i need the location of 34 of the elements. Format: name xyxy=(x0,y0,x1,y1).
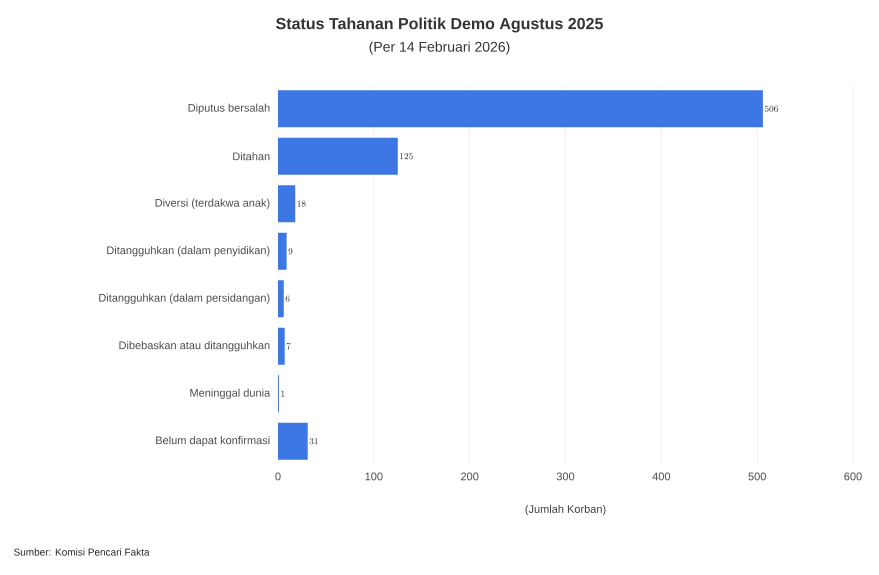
bar xyxy=(278,328,285,365)
bar xyxy=(278,138,398,175)
y-tick-label: Meninggal dunia xyxy=(190,388,270,399)
bar xyxy=(278,232,287,270)
x-tick-label: 600 xyxy=(844,472,862,480)
bar xyxy=(278,280,284,318)
x-tick-label: 0 xyxy=(275,472,281,480)
bar xyxy=(278,422,308,460)
chart-subtitle: (Per 14 Februari 2026) xyxy=(370,41,510,55)
data-label: 1 xyxy=(281,390,284,397)
x-tick-label: 100 xyxy=(365,472,383,480)
x-tick-label: 400 xyxy=(652,472,670,480)
bar xyxy=(278,185,296,222)
chart-title: Status Tahanan Politik Demo Agustus 2025 xyxy=(276,18,603,32)
x-tick-label: 500 xyxy=(748,472,766,480)
y-tick-label: Diversi (terdakwa anak) xyxy=(156,198,270,209)
y-tick-label: Ditahan xyxy=(233,152,270,160)
y-tick-label: Ditangguhkan (dalam penyidikan) xyxy=(107,246,270,256)
data-label: 7 xyxy=(286,343,291,350)
data-label: 9 xyxy=(288,248,292,254)
y-tick-label: Ditangguhkan (dalam persidangan) xyxy=(99,294,270,304)
y-tick-label: Belum dapat konfirmasi xyxy=(156,436,270,446)
data-label: 506 xyxy=(764,106,778,112)
data-label: 6 xyxy=(286,296,290,302)
x-tick-label: 300 xyxy=(556,472,574,480)
bar xyxy=(278,90,763,128)
y-tick-label: Dibebaskan atau ditangguhkan xyxy=(119,341,270,352)
data-label: 31 xyxy=(310,438,318,444)
x-axis-title: (Jumlah Korban) xyxy=(526,504,606,516)
x-tick-label: 200 xyxy=(461,472,478,480)
text: Sumber: Komisi Pencari Fakta xyxy=(14,548,150,556)
data-label: 18 xyxy=(298,200,306,207)
y-tick-label: Diputus bersalah xyxy=(188,104,270,114)
data-label: 125 xyxy=(400,153,413,160)
